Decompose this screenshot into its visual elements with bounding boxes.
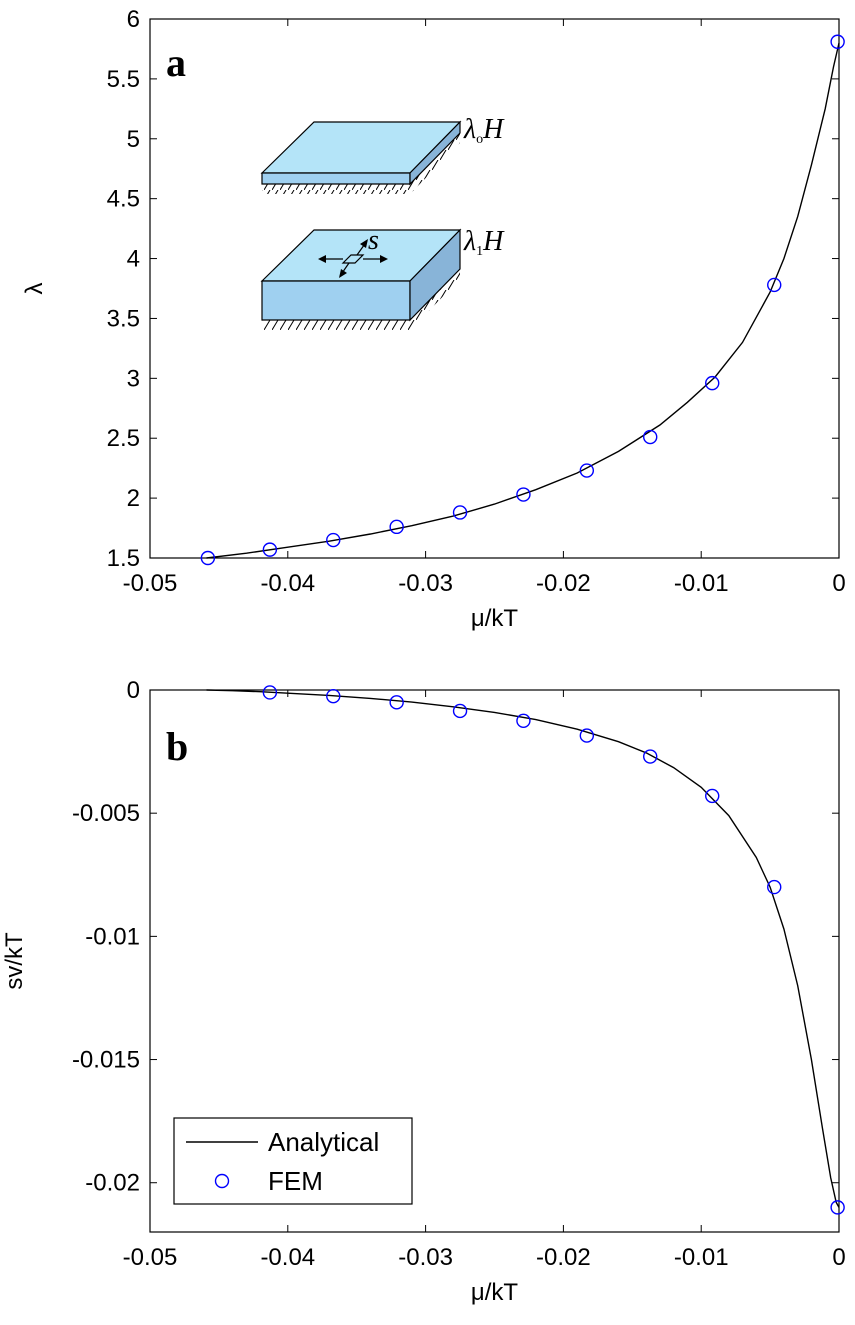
series-line-analytical bbox=[206, 42, 840, 559]
y-tick-label: -0.02 bbox=[85, 1170, 140, 1197]
inset-diagram: s λoH λ1H bbox=[260, 114, 505, 330]
axes-box bbox=[149, 18, 840, 559]
x-tick-label: -0.03 bbox=[398, 570, 453, 597]
y-tick-label: 4.5 bbox=[107, 186, 140, 213]
legend-label-analytical: Analytical bbox=[268, 1127, 379, 1157]
fem-point bbox=[579, 463, 595, 478]
bottom-slab bbox=[260, 228, 462, 330]
y-tick-label: -0.015 bbox=[72, 1047, 140, 1074]
x-tick-label: -0.02 bbox=[536, 1244, 591, 1271]
y-tick-label: 1.5 bbox=[107, 545, 140, 572]
arrow-right-head bbox=[380, 255, 388, 263]
chart-panel-b: -0.05 -0.04 -0.03 -0.02 -0.01 0 0 -0.005 -0.01 -0… bbox=[1, 677, 846, 1306]
legend-label-fem: FEM bbox=[268, 1166, 323, 1196]
fem-point bbox=[705, 375, 720, 391]
y-tick-label: 5 bbox=[127, 126, 140, 153]
fem-point bbox=[516, 713, 531, 728]
bottom-slab-hatching bbox=[262, 320, 410, 330]
panel-label-b: b bbox=[166, 724, 188, 769]
legend-box bbox=[173, 1117, 413, 1205]
surface-element-square bbox=[341, 254, 365, 264]
top-slab-hatching bbox=[262, 184, 410, 194]
inset-bottom-label: λ1H bbox=[463, 226, 505, 259]
y-tick-label: 2.5 bbox=[107, 425, 140, 452]
fem-point bbox=[200, 550, 216, 566]
x-tick-label: -0.04 bbox=[260, 570, 315, 597]
x-tick-label: -0.02 bbox=[536, 570, 591, 597]
y-tick-label: 3.5 bbox=[107, 305, 140, 332]
fem-point bbox=[830, 34, 845, 49]
top-slab-front-face bbox=[261, 172, 411, 185]
fem-point bbox=[830, 1200, 845, 1215]
fem-point bbox=[705, 788, 720, 804]
axes-box bbox=[149, 689, 840, 1233]
y-tick-label: -0.005 bbox=[72, 800, 140, 827]
bottom-slab-side-hatching bbox=[410, 269, 460, 330]
inset-top-label: λoH bbox=[463, 114, 505, 147]
legend-marker-fem bbox=[214, 1173, 230, 1189]
arrow-up-head bbox=[360, 239, 368, 248]
y-tick-label: 2 bbox=[127, 485, 140, 512]
fem-point bbox=[389, 519, 404, 535]
fem-point bbox=[452, 703, 468, 719]
plot-area-b: -0.05 -0.04 -0.03 -0.02 -0.01 0 0 -0.005 -0.01 -0… bbox=[1, 677, 846, 1306]
fem-point bbox=[579, 728, 595, 743]
plot-area-a: -0.05 -0.04 -0.03 -0.02 -0.01 0 1.5 2 2.5 3 3.5 4 4.… bbox=[21, 6, 846, 632]
fem-point bbox=[452, 505, 468, 520]
fem-point bbox=[326, 688, 341, 704]
fem-point bbox=[643, 429, 658, 445]
y-tick-label: -0.01 bbox=[85, 923, 140, 950]
fem-point bbox=[326, 532, 341, 548]
y-tick-label: 0 bbox=[127, 677, 140, 704]
series-line-analytical bbox=[206, 689, 840, 1208]
fem-point bbox=[767, 277, 782, 293]
y-tick-label: 3 bbox=[127, 365, 140, 392]
fem-point bbox=[767, 879, 782, 895]
y-tick-label: 4 bbox=[127, 246, 140, 273]
chart-panel-a: -0.05 -0.04 -0.03 -0.02 -0.01 0 1.5 2 2.5 3 3.5 4 4.… bbox=[21, 6, 846, 632]
y-tick-label: 6 bbox=[127, 6, 140, 33]
x-tick-label: 0 bbox=[832, 570, 845, 597]
panel-label-a: a bbox=[166, 40, 186, 85]
arrow-down-head bbox=[339, 269, 347, 278]
x-tick-label: -0.01 bbox=[674, 570, 729, 597]
y-tick-label: 5.5 bbox=[107, 66, 140, 93]
x-tick-label: -0.04 bbox=[260, 1244, 315, 1271]
x-axis-label: μ/kT bbox=[471, 605, 518, 632]
top-slab bbox=[260, 120, 462, 194]
arrow-left-head bbox=[318, 255, 326, 263]
fem-point bbox=[262, 542, 278, 557]
inset-s-label: s bbox=[368, 225, 379, 256]
x-axis-label: μ/kT bbox=[471, 1279, 518, 1306]
top-slab-side-hatching bbox=[410, 133, 460, 194]
x-tick-label: -0.01 bbox=[674, 1244, 729, 1271]
x-tick-label: -0.05 bbox=[123, 570, 178, 597]
legend: Analytical FEM bbox=[173, 1117, 413, 1205]
x-tick-label: -0.03 bbox=[398, 1244, 453, 1271]
fem-point bbox=[516, 487, 531, 502]
x-tick-label: -0.05 bbox=[123, 1244, 178, 1271]
fem-point bbox=[262, 685, 278, 700]
bottom-slab-front-face bbox=[261, 280, 411, 321]
y-axis-label: λ bbox=[21, 283, 48, 295]
y-axis-label: sv/kT bbox=[1, 932, 28, 990]
fem-point bbox=[643, 749, 658, 764]
fem-point bbox=[389, 695, 404, 710]
x-tick-label: 0 bbox=[832, 1244, 845, 1271]
